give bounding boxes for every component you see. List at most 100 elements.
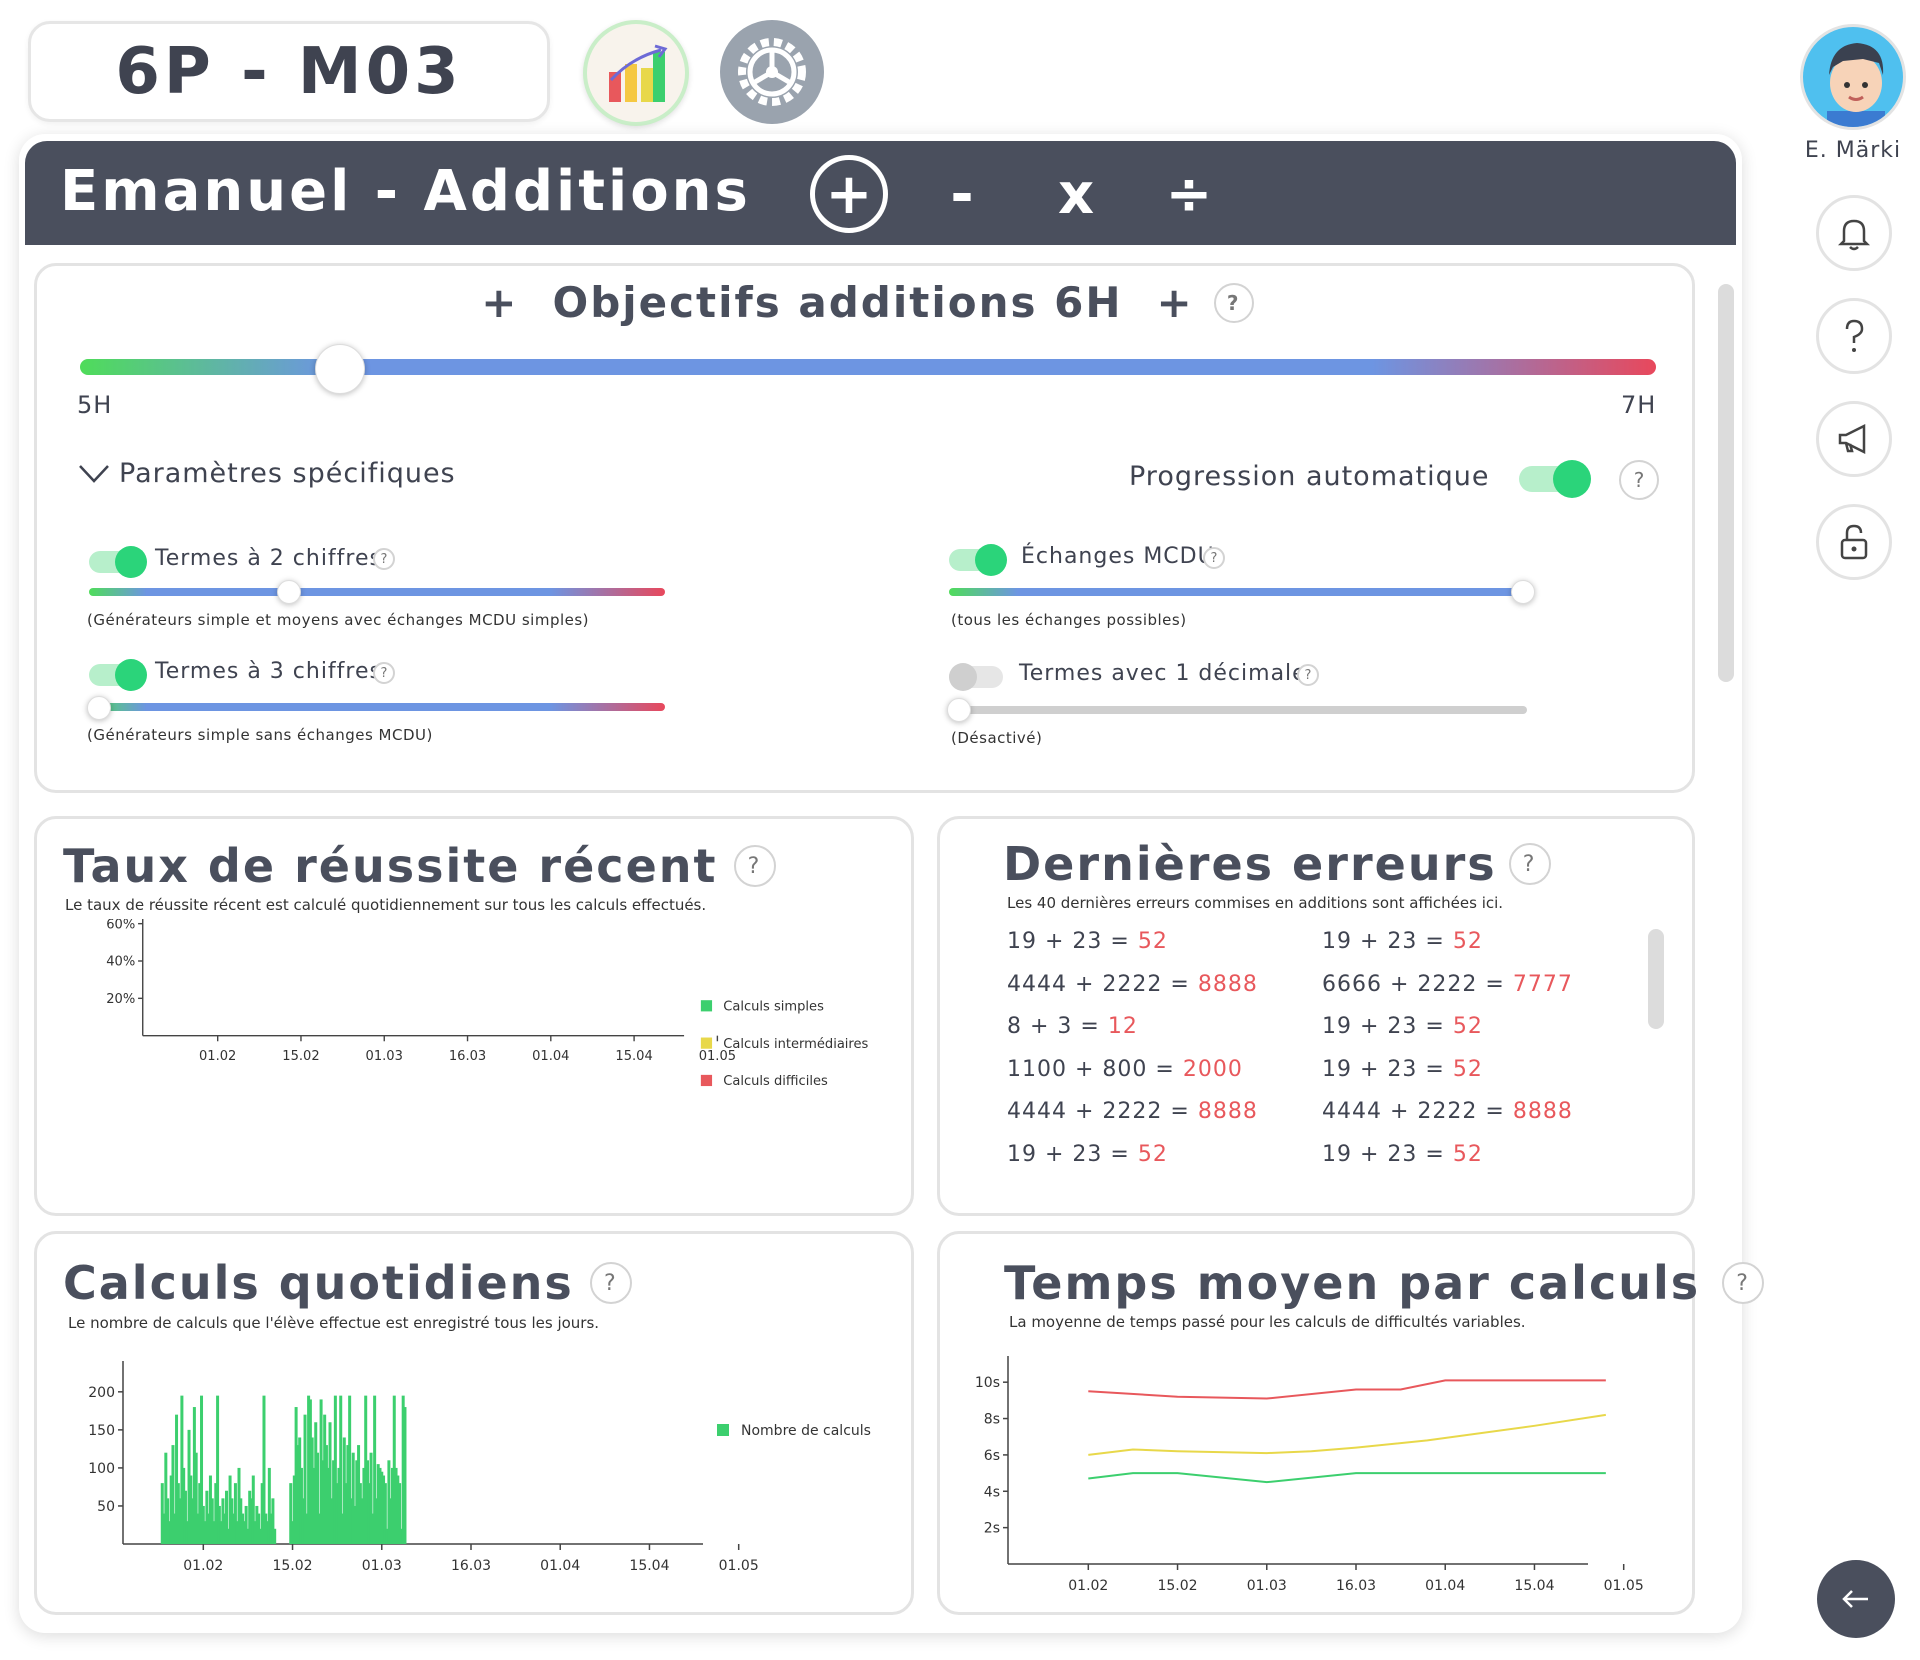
- avatar[interactable]: [1800, 24, 1906, 130]
- settings-button[interactable]: [720, 20, 824, 124]
- level-slider-knob[interactable]: [315, 344, 366, 394]
- help-button[interactable]: [1816, 298, 1892, 374]
- bar: [316, 1452, 320, 1544]
- param-toggle[interactable]: [949, 544, 1007, 576]
- error-result: 52: [1452, 929, 1483, 954]
- bar: [246, 1528, 250, 1544]
- auto-progress-toggle[interactable]: [1519, 460, 1591, 498]
- class-selector[interactable]: 6P - M03: [28, 21, 550, 122]
- y-tick-label: 150: [88, 1423, 115, 1439]
- op-multiply-button[interactable]: x: [1037, 155, 1115, 233]
- bar: [232, 1513, 236, 1544]
- y-tick-label: 100: [88, 1461, 115, 1477]
- help-icon[interactable]: ?: [1722, 1262, 1765, 1304]
- bar: [216, 1395, 220, 1544]
- help-icon[interactable]: ?: [1297, 664, 1319, 686]
- bar: [267, 1467, 271, 1544]
- stats-button[interactable]: [583, 20, 689, 126]
- x-tick-label: 01.02: [1068, 1578, 1108, 1594]
- x-tick-label: 16.03: [1336, 1578, 1376, 1594]
- bar: [387, 1460, 391, 1544]
- param-desc: (tous les échanges possibles): [951, 611, 1187, 629]
- bell-icon: [1837, 219, 1871, 251]
- error-result: 8888: [1197, 1099, 1258, 1125]
- x-tick-label: 16.03: [449, 1049, 486, 1064]
- bar: [401, 1395, 405, 1544]
- help-icon[interactable]: ?: [373, 662, 395, 684]
- param-slider[interactable]: [957, 706, 1527, 714]
- help-icon[interactable]: ?: [733, 845, 776, 887]
- op-multiply-label: x: [1057, 161, 1095, 227]
- bar: [258, 1528, 262, 1544]
- param-toggle[interactable]: [89, 546, 147, 578]
- legend-swatch: [700, 1037, 713, 1049]
- bar: [294, 1407, 298, 1544]
- level-slider[interactable]: [80, 359, 1656, 375]
- param-slider[interactable]: [89, 703, 665, 711]
- bar: [312, 1467, 316, 1544]
- param-label: Échanges MCDU: [1021, 544, 1215, 569]
- help-icon[interactable]: ?: [1203, 547, 1225, 569]
- help-icon[interactable]: ?: [373, 548, 395, 570]
- error-result: 8888: [1197, 971, 1258, 997]
- errors-scrollbar[interactable]: [1648, 929, 1664, 1029]
- y-tick-label: 4s: [984, 1484, 1000, 1500]
- op-add-button[interactable]: +: [810, 155, 888, 233]
- param-toggle[interactable]: [89, 659, 147, 691]
- back-button[interactable]: [1817, 1560, 1895, 1638]
- chevron-down-icon: [79, 464, 109, 483]
- x-tick-label: 16.03: [451, 1558, 491, 1574]
- bar: [328, 1422, 332, 1544]
- bar: [169, 1475, 173, 1544]
- help-icon[interactable]: ?: [1508, 843, 1551, 885]
- level-down-button[interactable]: +: [481, 278, 519, 327]
- y-tick-label: 40%: [106, 955, 135, 970]
- param-desc: (Générateurs simple sans échanges MCDU): [87, 726, 433, 744]
- bar: [196, 1513, 200, 1544]
- megaphone-icon: [1838, 423, 1866, 455]
- bar: [251, 1475, 255, 1544]
- bar: [355, 1460, 359, 1544]
- bar: [373, 1395, 377, 1544]
- x-tick-label: 15.02: [272, 1558, 312, 1574]
- bar: [371, 1513, 375, 1544]
- success-desc: Le taux de réussite récent est calculé q…: [65, 896, 707, 914]
- bar: [399, 1528, 403, 1544]
- panel-scrollbar[interactable]: [1718, 284, 1734, 682]
- notifications-button[interactable]: [1816, 195, 1892, 271]
- bar: [264, 1513, 268, 1544]
- error-item: 8 + 3 = 12: [1007, 1014, 1138, 1039]
- objectives-heading: + Objectifs additions 6H + ?: [37, 278, 1698, 327]
- bar: [273, 1528, 277, 1544]
- bar: [189, 1475, 193, 1544]
- param-slider-knob[interactable]: [1511, 580, 1535, 604]
- param-slider-knob[interactable]: [947, 698, 971, 722]
- bar: [308, 1399, 312, 1544]
- op-divide-button[interactable]: ÷: [1150, 155, 1228, 233]
- bar: [296, 1445, 300, 1544]
- help-icon[interactable]: ?: [1619, 460, 1659, 500]
- bar: [380, 1471, 384, 1544]
- op-subtract-button[interactable]: -: [923, 155, 1001, 233]
- class-code: 6P - M03: [115, 34, 463, 109]
- bar: [228, 1475, 232, 1544]
- param-slider-knob[interactable]: [277, 580, 301, 604]
- params-toggle[interactable]: Paramètres spécifiques: [77, 458, 456, 489]
- error-result: 52: [1452, 1056, 1483, 1082]
- param-toggle[interactable]: [949, 663, 1003, 691]
- y-tick-label: 50: [97, 1499, 115, 1515]
- bar: [271, 1498, 275, 1544]
- bar: [208, 1475, 212, 1544]
- bar: [298, 1437, 302, 1544]
- param-slider-knob[interactable]: [87, 696, 111, 720]
- level-up-button[interactable]: +: [1156, 278, 1194, 327]
- bar: [289, 1483, 293, 1544]
- announcements-button[interactable]: [1816, 401, 1892, 477]
- help-icon[interactable]: ?: [589, 1262, 632, 1304]
- error-result: 52: [1452, 1014, 1483, 1040]
- lock-button[interactable]: [1816, 504, 1892, 580]
- param-slider[interactable]: [949, 588, 1525, 596]
- param-slider[interactable]: [89, 588, 665, 596]
- help-icon[interactable]: ?: [1213, 282, 1254, 323]
- bar: [269, 1513, 273, 1544]
